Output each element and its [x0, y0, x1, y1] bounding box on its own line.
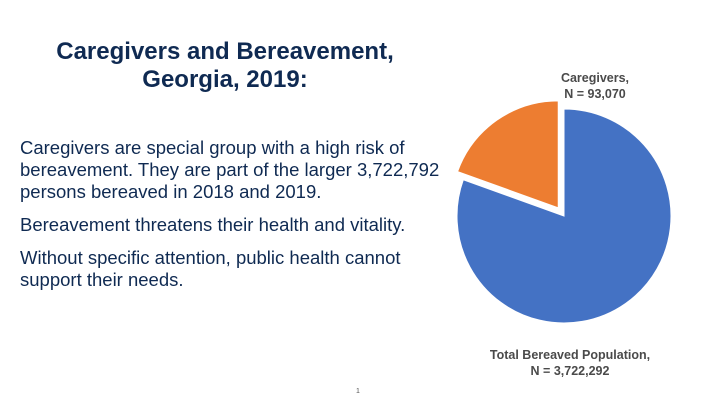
total-bereaved-label-value: N = 3,722,292 — [440, 363, 700, 379]
title-line-1: Caregivers and Bereavement, — [20, 38, 430, 66]
slide-title: Caregivers and Bereavement, Georgia, 201… — [20, 38, 430, 94]
total-bereaved-label-name: Total Bereaved Population, — [440, 347, 700, 363]
caregivers-label-name: Caregivers, — [520, 70, 670, 86]
paragraph-1: Caregivers are special group with a high… — [20, 137, 460, 203]
slide-number: 1 — [356, 388, 360, 395]
paragraph-3: Without specific attention, public healt… — [20, 247, 460, 291]
pie-chart — [440, 100, 680, 340]
caregivers-label: Caregivers, N = 93,070 — [520, 70, 670, 102]
total-bereaved-label: Total Bereaved Population, N = 3,722,292 — [440, 347, 700, 379]
paragraph-2: Bereavement threatens their health and v… — [20, 214, 460, 236]
body-text: Caregivers are special group with a high… — [20, 137, 460, 302]
title-line-2: Georgia, 2019: — [20, 66, 430, 94]
